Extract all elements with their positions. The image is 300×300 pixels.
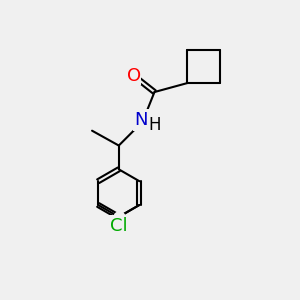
- Text: N: N: [134, 111, 148, 129]
- Text: H: H: [149, 116, 161, 134]
- Text: O: O: [127, 67, 141, 85]
- Text: Cl: Cl: [110, 217, 128, 235]
